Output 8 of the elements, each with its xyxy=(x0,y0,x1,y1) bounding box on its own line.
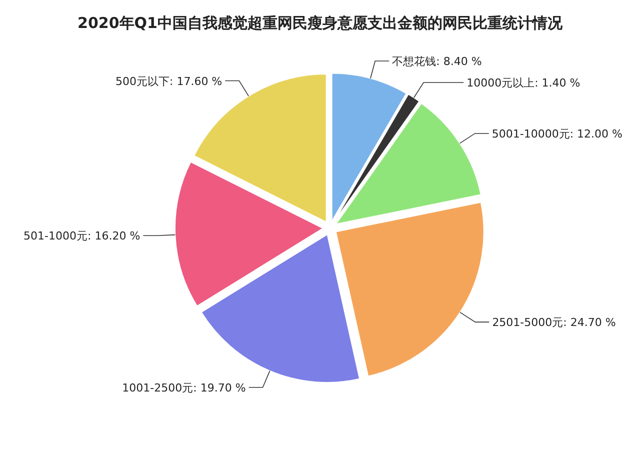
slice-label: 501-1000元: 16.20 % xyxy=(24,230,140,243)
slice-label: 不想花钱: 8.40 % xyxy=(392,54,482,68)
slice-label: 500元以下: 17.60 % xyxy=(116,74,222,88)
slice-label: 10000元以上: 1.40 % xyxy=(466,76,580,90)
slice-label: 2501-5000元: 24.70 % xyxy=(492,316,616,330)
slice-label: 1001-2500元: 19.70 % xyxy=(122,381,246,394)
slice-label: 5001-10000元: 12.00 % xyxy=(492,127,622,140)
chart-title: 2020年Q1中国自我感觉超重网民瘦身意愿支出金额的网民比重统计情况 xyxy=(78,14,564,32)
